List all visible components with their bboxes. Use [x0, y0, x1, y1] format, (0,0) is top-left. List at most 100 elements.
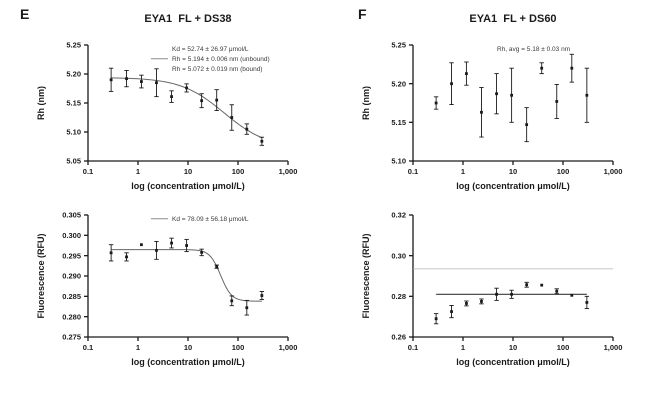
- data-point: [230, 299, 234, 303]
- y-tick-label: 0.26: [391, 333, 406, 342]
- x-tick-label: 0.1: [408, 167, 418, 176]
- x-axis-title: log (concentration μmol/L): [456, 181, 570, 191]
- x-tick-label: 1: [136, 343, 140, 352]
- data-point: [170, 95, 173, 99]
- x-tick-label: 10: [509, 167, 517, 176]
- x-tick-label: 1: [461, 343, 465, 352]
- axes: [84, 44, 289, 165]
- data-point: [170, 241, 173, 245]
- y-tick-label: 5.25: [391, 41, 406, 50]
- x-tick-label: 0.1: [83, 167, 93, 176]
- data-point: [434, 101, 438, 105]
- chart-eya1-ds60-rh: 5.10 5.15 5.20 5.25 0.1 1 10 100 1,000 log (conce…: [361, 41, 622, 191]
- data-series: [433, 53, 590, 143]
- x-tick-label: 100: [557, 167, 570, 176]
- x-tick-label: 100: [232, 167, 245, 176]
- data-point: [125, 77, 128, 81]
- chart-eya1-ds60-fluorescence: 0.26 0.28 0.30 0.32 0.1 1 10 100 1,000 log (conce…: [361, 211, 623, 367]
- axes: [409, 44, 614, 165]
- y-tick-label: 5.05: [66, 157, 81, 166]
- data-point: [245, 306, 249, 310]
- data-series: [433, 281, 590, 325]
- x-tick-label: 100: [557, 343, 570, 352]
- axes: [84, 214, 289, 341]
- y-tick-label: 5.10: [66, 128, 81, 137]
- x-axis-title: log (concentration μmol/L): [131, 357, 245, 367]
- panel-title-ds38: EYA1 FL + DS38: [144, 13, 232, 25]
- data-point: [450, 310, 453, 313]
- chart-eya1-ds38-fluorescence: 0.275 0.280 0.285 0.290 0.295 0.300 0.305 0.1 1 1…: [36, 211, 298, 367]
- x-tick-label: 1: [461, 167, 465, 176]
- data-point: [185, 244, 189, 247]
- data-point: [555, 100, 559, 103]
- y-tick-label: 5.10: [391, 157, 406, 166]
- data-point: [434, 317, 438, 321]
- x-tick-label: 100: [232, 343, 245, 352]
- x-tick-label: 1,000: [279, 343, 298, 352]
- data-point: [215, 265, 219, 269]
- y-tick-label: 5.20: [66, 70, 81, 79]
- data-point: [200, 99, 204, 103]
- axis-lines: [412, 45, 613, 162]
- legend-text: Rh = 5.072 ± 0.019 nm (bound): [172, 66, 262, 73]
- data-point: [245, 127, 249, 131]
- data-point: [465, 302, 468, 305]
- data-point: [540, 66, 544, 70]
- data-point: [215, 98, 219, 102]
- legend-text: Rh, avg = 5.18 ± 0.03 nm: [497, 46, 570, 53]
- data-point: [495, 292, 498, 296]
- data-point: [260, 294, 264, 297]
- x-tick-label: 1,000: [279, 167, 298, 176]
- data-point: [260, 139, 264, 143]
- data-point: [450, 82, 453, 86]
- y-axis-title: Fluorescence (RFU): [361, 233, 371, 318]
- axes: [409, 214, 614, 341]
- y-axis-title: Rh (nm): [36, 86, 46, 120]
- x-tick-label: 1,000: [604, 343, 623, 352]
- y-tick-label: 5.15: [391, 118, 406, 127]
- data-point: [585, 93, 589, 97]
- data-point: [555, 289, 559, 293]
- x-tick-label: 0.1: [83, 343, 93, 352]
- x-axis-title: log (concentration μmol/L): [131, 181, 245, 191]
- y-tick-label: 0.32: [391, 211, 406, 220]
- y-tick-label: 0.300: [62, 231, 81, 240]
- panel-label-f: F: [358, 6, 368, 22]
- x-tick-label: 10: [509, 343, 517, 352]
- y-tick-label: 5.20: [391, 79, 406, 88]
- legend-text: Kd = 78.09 ± 56.18 μmol/L: [172, 216, 249, 223]
- x-tick-label: 10: [184, 167, 192, 176]
- data-point: [495, 92, 498, 96]
- x-tick-label: 1: [136, 167, 140, 176]
- y-axis-title: Fluorescence (RFU): [36, 233, 46, 318]
- fit-curve: [111, 249, 262, 302]
- axis-lines: [412, 215, 613, 338]
- x-tick-label: 0.1: [408, 343, 418, 352]
- data-point: [525, 123, 529, 127]
- y-tick-label: 0.280: [62, 312, 81, 321]
- legend-text: Rh = 5.194 ± 0.006 nm (unbound): [172, 56, 270, 63]
- data-point: [125, 255, 128, 259]
- data-point: [155, 248, 158, 252]
- panel-label-e: E: [20, 6, 30, 22]
- y-tick-label: 5.15: [66, 99, 81, 108]
- chart-eya1-ds38-rh: 5.05 5.10 5.15 5.20 5.25 0.1 1 10 100 1,000 log (c…: [36, 41, 298, 191]
- data-series: [108, 67, 265, 146]
- y-tick-label: 0.295: [62, 251, 81, 260]
- data-series: [108, 237, 265, 316]
- data-point: [185, 86, 189, 90]
- y-tick-label: 0.28: [391, 292, 406, 301]
- data-point: [525, 283, 529, 287]
- data-point: [109, 78, 113, 82]
- data-point: [140, 243, 143, 247]
- data-point: [585, 301, 589, 304]
- y-tick-label: 0.275: [62, 333, 81, 342]
- data-point: [570, 66, 574, 70]
- data-point: [230, 116, 234, 119]
- y-tick-label: 0.305: [62, 211, 81, 220]
- data-point: [140, 80, 143, 83]
- x-tick-label: 10: [184, 343, 192, 352]
- y-tick-label: 0.290: [62, 272, 81, 281]
- legend-text: Kd = 52.74 ± 26.97 μmol/L: [172, 46, 249, 53]
